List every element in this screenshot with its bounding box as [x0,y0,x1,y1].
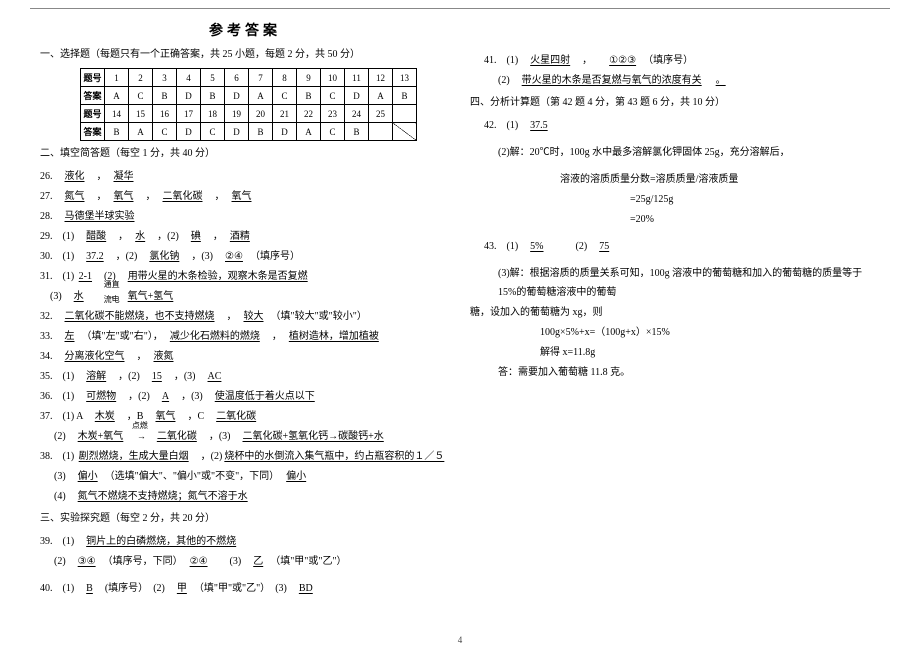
q42b-line2: 溶液的溶质质量分数=溶质质量/溶液质量 [470,170,880,189]
q43b-line4: 答：需要加入葡萄糖 11.8 克。 [470,363,880,382]
table-row: 题号 141516171819202122232425 [81,105,417,123]
q40: 40. (1) B (填序号） (2) 甲 （填"甲"或"乙"） (3) BD [40,579,450,598]
section3-header: 三、实验探究题（每空 2 分，共 20 分） [40,510,450,528]
section4-header: 四、分析计算题（第 42 题 4 分，第 43 题 6 分，共 10 分） [470,94,880,112]
q33: 33. 左 （填"左"或"右"）， 减少化石燃料的燃烧 ， 植树造林，增加植被 [40,327,450,346]
q43b-line1b: 糖，设加入的葡萄糖为 xg，则 [470,303,880,322]
q34: 34. 分离液化空气 ， 液氮 [40,347,450,366]
right-column: 41. (1) 火星四射 ， ①②③ （填序号） (2) 带火星的木条是否复燃与… [470,20,880,599]
page-number: 4 [0,635,920,645]
q39b: (2) ③④ （填序号，下同） ②④ (3) 乙 （填"甲"或"乙"） [40,552,450,571]
table-row: 答案 ACBDBDACBCDAB [81,87,417,105]
q37b: (2) 木炭+氧气 点燃 → 二氧化碳 ，(3) 二氧化碳+氢氧化钙→碳酸钙+水 [40,427,450,446]
q32: 32. 二氧化碳不能燃烧，也不支持燃烧 ， 较大 （填"较大"或"较小"） [40,307,450,326]
section1-header: 一、选择题（每题只有一个正确答案，共 25 小题，每题 2 分，共 50 分） [40,46,450,64]
table-row: 题号 12345678910111213 [81,69,417,87]
q43: 43. (1) 5% (2) 75 [470,237,880,256]
q42b-line1: (2)解：20℃时，100g 水中最多溶解氯化钾固体 25g，充分溶解后， [470,143,880,162]
top-rule [30,8,890,9]
ans-header: 答案 [81,87,105,105]
q38b: (3) 偏小 （选填"偏大"、"偏小"或"不变"，下同） 偏小 [40,467,450,486]
q37: 37. (1) A 木炭 ，B 氧气 ，C 二氧化碳 [40,407,450,426]
q26: 26. 液化 ， 凝华 [40,167,450,186]
q35: 35. (1) 溶解 ，(2) 15 ，(3) AC [40,367,450,386]
answer-table: 题号 12345678910111213 答案 ACBDBDACBCDAB 题号… [80,68,417,141]
q42b-line3: =25g/125g [470,190,880,209]
q43b-line3: 解得 x=11.8g [470,343,880,362]
doc-title: 参考答案 [40,20,450,40]
q43b-line1: (3)解：根据溶质的质量关系可知，100g 溶液中的葡萄糖和加入的葡萄糖的质量等… [470,264,880,302]
q43b-line2: 100g×5%+x=（100g+x）×15% [470,323,880,342]
q42b-line4: =20% [470,210,880,229]
q30: 30. (1) 37.2 ，(2) 氯化钠 ，(3) ②④ （填序号） [40,247,450,266]
q31: 31. (1) 2-1 (2) 用带火星的木条检验，观察木条是否复燃 [40,267,450,286]
table-row: 答案 BACDCDBDACB [81,123,417,141]
q42: 42. (1) 37.5 [470,116,880,135]
q36: 36. (1) 可燃物 ，(2) A ，(3) 使温度低于着火点以下 [40,387,450,406]
q27: 27. 氮气 ， 氧气 ， 二氧化碳 ， 氧气 [40,187,450,206]
q41: 41. (1) 火星四射 ， ①②③ （填序号） [470,51,880,70]
section2-header: 二、填空简答题（每空 1 分，共 40 分） [40,145,450,163]
page-container: 参考答案 一、选择题（每题只有一个正确答案，共 25 小题，每题 2 分，共 5… [0,0,920,609]
left-column: 参考答案 一、选择题（每题只有一个正确答案，共 25 小题，每题 2 分，共 5… [40,20,450,599]
q38c: (4) 氮气不燃烧不支持燃烧；氮气不溶于水 [40,487,450,506]
q28: 28. 马德堡半球实验 [40,207,450,226]
q39: 39. (1) 铜片上的白磷燃烧，其他的不燃烧 [40,532,450,551]
q31b: (3) 水 通直流电 → 氧气+氢气 [40,287,450,306]
q29: 29. (1) 醋酸 ， 水 ，(2) 碘 ， 酒精 [40,227,450,246]
q38: 38. (1) 剧烈燃烧，生成大量白烟 ，(2)烧杯中的水倒流入集气瓶中，约占瓶… [40,447,450,466]
col-header: 题号 [81,69,105,87]
q41b: (2) 带火星的木条是否复燃与氧气的浓度有关 。 [470,71,880,90]
